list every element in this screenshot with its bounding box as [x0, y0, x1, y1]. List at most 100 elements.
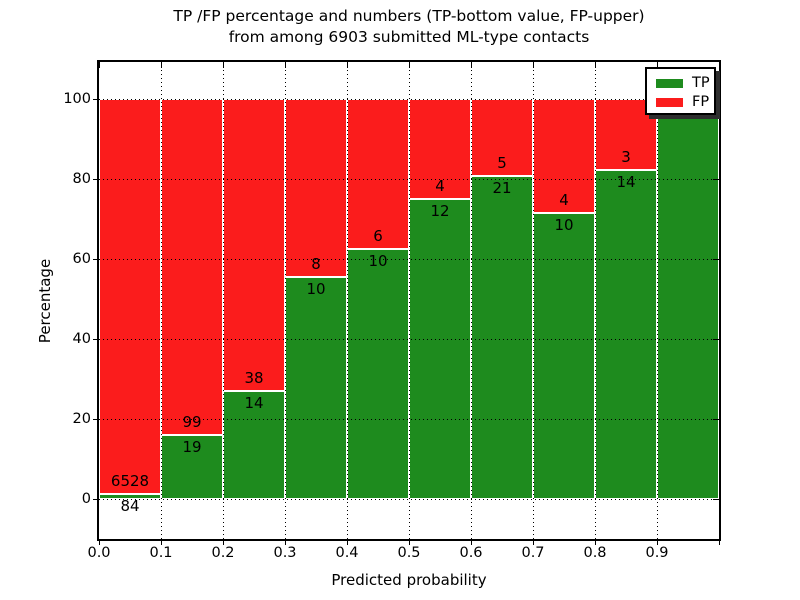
y-tick-mark-right	[713, 258, 719, 260]
y-tick-label: 80	[72, 171, 91, 187]
fp-count-label: 38	[244, 369, 264, 387]
tp-count-label: 14	[616, 173, 636, 191]
bar-segment-tp	[99, 494, 161, 499]
x-tick-mark-bottom	[718, 539, 720, 545]
x-tick-mark-bottom	[98, 539, 100, 545]
x-tick-mark-top	[284, 62, 286, 68]
x-tick-mark-top	[656, 62, 658, 68]
x-tick-mark-bottom	[532, 539, 534, 545]
x-tick-label: 0.1	[149, 545, 173, 561]
x-tick-mark-bottom	[160, 539, 162, 545]
x-tick-mark-top	[594, 62, 596, 68]
fp-count-label: 5	[497, 154, 507, 172]
y-tick-mark-left	[93, 98, 99, 100]
gridline-vertical	[533, 62, 534, 539]
y-tick-label: 40	[72, 331, 91, 347]
fp-count-label: 3	[621, 148, 631, 166]
legend-label: TP	[692, 75, 710, 91]
y-tick-label: 0	[81, 491, 91, 507]
x-tick-label: 0.6	[459, 545, 483, 561]
tp-count-label: 10	[554, 216, 574, 234]
fp-count-label: 99	[182, 413, 202, 431]
gridline-vertical	[409, 62, 410, 539]
tp-count-label: 19	[182, 438, 202, 456]
bar-segment-tp	[223, 391, 285, 499]
x-tick-mark-bottom	[346, 539, 348, 545]
tp-count-label: 14	[244, 394, 264, 412]
x-tick-mark-bottom	[284, 539, 286, 545]
y-tick-mark-left	[93, 258, 99, 260]
tp-count-label: 10	[306, 280, 326, 298]
x-tick-mark-bottom	[408, 539, 410, 545]
x-tick-mark-top	[222, 62, 224, 68]
x-tick-mark-top	[408, 62, 410, 68]
y-tick-mark-left	[93, 418, 99, 420]
y-tick-label: 60	[72, 251, 91, 267]
x-tick-mark-bottom	[656, 539, 658, 545]
x-tick-mark-top	[98, 62, 100, 68]
legend-row: FP	[656, 93, 714, 112]
x-tick-mark-bottom	[594, 539, 596, 545]
bar-segment-tp	[347, 249, 409, 499]
y-tick-mark-right	[713, 98, 719, 100]
bar-segment-fp	[161, 99, 223, 435]
chart-title-line1: TP /FP percentage and numbers (TP-bottom…	[173, 7, 645, 25]
legend-label: FP	[692, 94, 710, 110]
bar-segment-tp	[285, 277, 347, 499]
x-tick-label: 0.7	[521, 545, 545, 561]
gridline-vertical	[471, 62, 472, 539]
chart-title: TP /FP percentage and numbers (TP-bottom…	[99, 6, 719, 48]
bar-segment-tp	[595, 170, 657, 499]
gridline-vertical	[223, 62, 224, 539]
bar-segment-tp	[533, 213, 595, 499]
x-tick-mark-bottom	[222, 539, 224, 545]
fp-count-label: 8	[311, 255, 321, 273]
x-tick-mark-top	[346, 62, 348, 68]
bar-segment-tp	[471, 176, 533, 499]
fp-count-label: 6528	[110, 472, 150, 490]
y-tick-mark-right	[713, 178, 719, 180]
fp-count-label: 4	[435, 177, 445, 195]
y-tick-mark-right	[713, 418, 719, 420]
x-tick-label: 0.8	[583, 545, 607, 561]
y-tick-mark-left	[93, 498, 99, 500]
y-tick-mark-right	[713, 498, 719, 500]
x-tick-mark-top	[470, 62, 472, 68]
bar-segment-fp	[223, 99, 285, 391]
legend: TP FP	[645, 67, 716, 115]
plot-area: 6528849919381481061041252141031414	[93, 60, 721, 545]
x-axis-title: Predicted probability	[331, 571, 487, 589]
y-axis-title: Percentage	[36, 258, 54, 344]
gridline-vertical	[285, 62, 286, 539]
fp-count-label: 4	[559, 191, 569, 209]
bar-segment-fp	[99, 99, 161, 494]
y-tick-mark-left	[93, 178, 99, 180]
y-tick-label: 100	[63, 91, 91, 107]
gridline-vertical	[595, 62, 596, 539]
x-tick-mark-top	[160, 62, 162, 68]
y-tick-label: 20	[72, 411, 91, 427]
x-tick-label: 0.9	[645, 545, 669, 561]
bar-segment-fp	[347, 99, 409, 249]
tp-swatch-icon	[656, 79, 683, 88]
x-tick-label: 0.4	[335, 545, 359, 561]
bar-segment-tp	[409, 199, 471, 499]
fp-count-label: 6	[373, 227, 383, 245]
bar-segment-fp	[533, 99, 595, 213]
bar-segment-fp	[409, 99, 471, 199]
y-tick-mark-right	[713, 338, 719, 340]
x-tick-mark-top	[718, 62, 720, 68]
gridline-vertical	[347, 62, 348, 539]
gridline-vertical	[657, 62, 658, 539]
x-tick-mark-top	[532, 62, 534, 68]
bar-segment-tp	[657, 99, 719, 499]
x-tick-label: 0.5	[397, 545, 421, 561]
fp-swatch-icon	[656, 98, 683, 107]
x-tick-label: 0.3	[273, 545, 297, 561]
tp-count-label: 12	[430, 202, 450, 220]
tp-count-label: 21	[492, 179, 512, 197]
chart-title-line2: from among 6903 submitted ML-type contac…	[228, 28, 590, 46]
bar-segment-fp	[471, 99, 533, 176]
y-tick-mark-left	[93, 338, 99, 340]
